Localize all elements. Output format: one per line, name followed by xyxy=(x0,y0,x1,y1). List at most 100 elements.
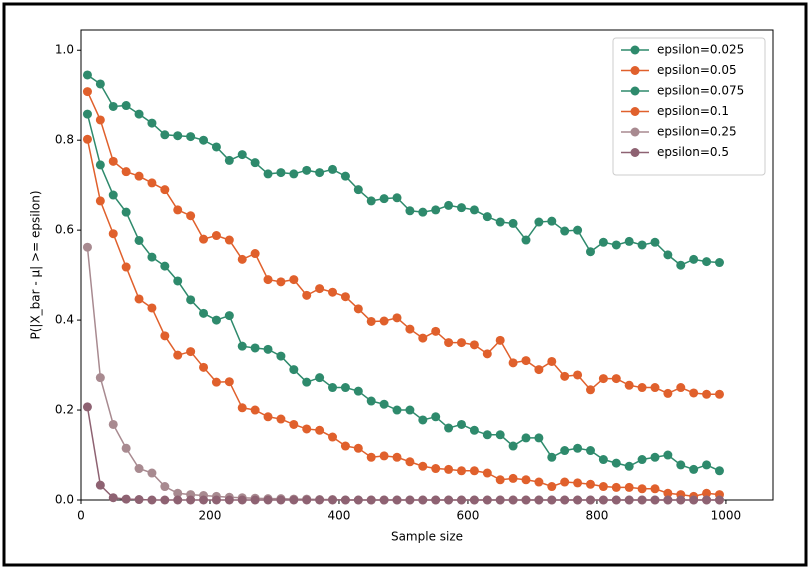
data-point xyxy=(650,452,660,462)
data-point xyxy=(289,365,299,375)
data-point xyxy=(211,142,221,152)
data-point xyxy=(186,211,196,221)
data-point xyxy=(134,235,144,245)
data-point xyxy=(663,488,673,498)
data-point xyxy=(689,495,699,505)
x-tick-label: 600 xyxy=(456,509,479,523)
data-point xyxy=(289,495,299,505)
data-point xyxy=(702,389,712,399)
y-tick-label: 0.2 xyxy=(55,403,74,417)
data-point xyxy=(134,495,144,505)
data-point xyxy=(405,324,415,334)
data-point xyxy=(186,495,196,505)
data-point xyxy=(147,303,157,313)
data-point xyxy=(276,414,286,424)
data-point xyxy=(289,419,299,429)
data-point xyxy=(328,287,338,297)
data-point xyxy=(121,167,131,177)
data-point xyxy=(173,350,183,360)
data-point xyxy=(315,495,325,505)
data-point xyxy=(547,356,557,366)
data-point xyxy=(340,292,350,302)
data-point xyxy=(418,461,428,471)
data-point xyxy=(405,206,415,216)
data-point xyxy=(340,441,350,451)
data-point xyxy=(611,458,621,468)
data-point xyxy=(482,468,492,478)
data-point xyxy=(353,443,363,453)
data-point xyxy=(328,383,338,393)
data-point xyxy=(147,118,157,128)
data-point xyxy=(637,240,647,250)
data-point xyxy=(392,405,402,415)
x-tick-label: 0 xyxy=(77,509,85,523)
data-point xyxy=(573,225,583,235)
data-point xyxy=(392,495,402,505)
data-point xyxy=(418,207,428,217)
data-point xyxy=(366,452,376,462)
data-point xyxy=(714,389,724,399)
data-point xyxy=(405,405,415,415)
data-point xyxy=(160,495,170,505)
data-point xyxy=(302,377,312,387)
data-point xyxy=(624,495,634,505)
data-point xyxy=(573,478,583,488)
data-point xyxy=(95,79,105,89)
data-point xyxy=(211,377,221,387)
data-point xyxy=(611,495,621,505)
data-point xyxy=(392,193,402,203)
data-point xyxy=(173,276,183,286)
legend-marker xyxy=(630,127,640,137)
legend-marker xyxy=(630,66,640,75)
data-point xyxy=(702,488,712,498)
data-point xyxy=(173,131,183,141)
data-point xyxy=(276,351,286,361)
data-point xyxy=(276,495,286,505)
data-point xyxy=(315,284,325,294)
y-tick-label: 0.0 xyxy=(55,493,74,507)
data-point xyxy=(328,432,338,442)
data-point xyxy=(495,475,505,485)
data-point xyxy=(379,399,389,409)
data-point xyxy=(108,493,118,503)
data-point xyxy=(676,260,686,270)
data-point xyxy=(250,158,260,168)
data-point xyxy=(457,203,467,213)
data-point xyxy=(585,247,595,257)
data-point xyxy=(82,242,92,252)
data-point xyxy=(444,423,454,433)
data-point xyxy=(315,425,325,435)
data-point xyxy=(495,495,505,505)
data-point xyxy=(676,460,686,470)
data-point xyxy=(598,495,608,505)
data-point xyxy=(508,218,518,228)
data-point xyxy=(289,275,299,285)
data-point xyxy=(173,205,183,215)
data-point xyxy=(469,425,479,435)
data-point xyxy=(82,87,92,97)
data-point xyxy=(199,495,209,505)
data-point xyxy=(263,344,273,354)
data-point xyxy=(392,313,402,323)
data-point xyxy=(237,341,247,351)
data-point xyxy=(663,250,673,260)
data-point xyxy=(199,234,209,244)
data-point xyxy=(199,308,209,318)
data-point xyxy=(714,258,724,268)
data-point xyxy=(495,430,505,440)
data-point xyxy=(508,495,518,505)
data-point xyxy=(160,482,170,492)
x-tick-label: 200 xyxy=(199,509,222,523)
data-point xyxy=(302,495,312,505)
data-point xyxy=(121,262,131,272)
data-point xyxy=(160,261,170,271)
data-point xyxy=(121,207,131,217)
data-point xyxy=(418,495,428,505)
legend-label: epsilon=0.025 xyxy=(657,43,744,57)
data-point xyxy=(637,495,647,505)
x-tick-label: 800 xyxy=(585,509,608,523)
data-point xyxy=(392,452,402,462)
data-point xyxy=(160,130,170,140)
data-point xyxy=(186,347,196,357)
